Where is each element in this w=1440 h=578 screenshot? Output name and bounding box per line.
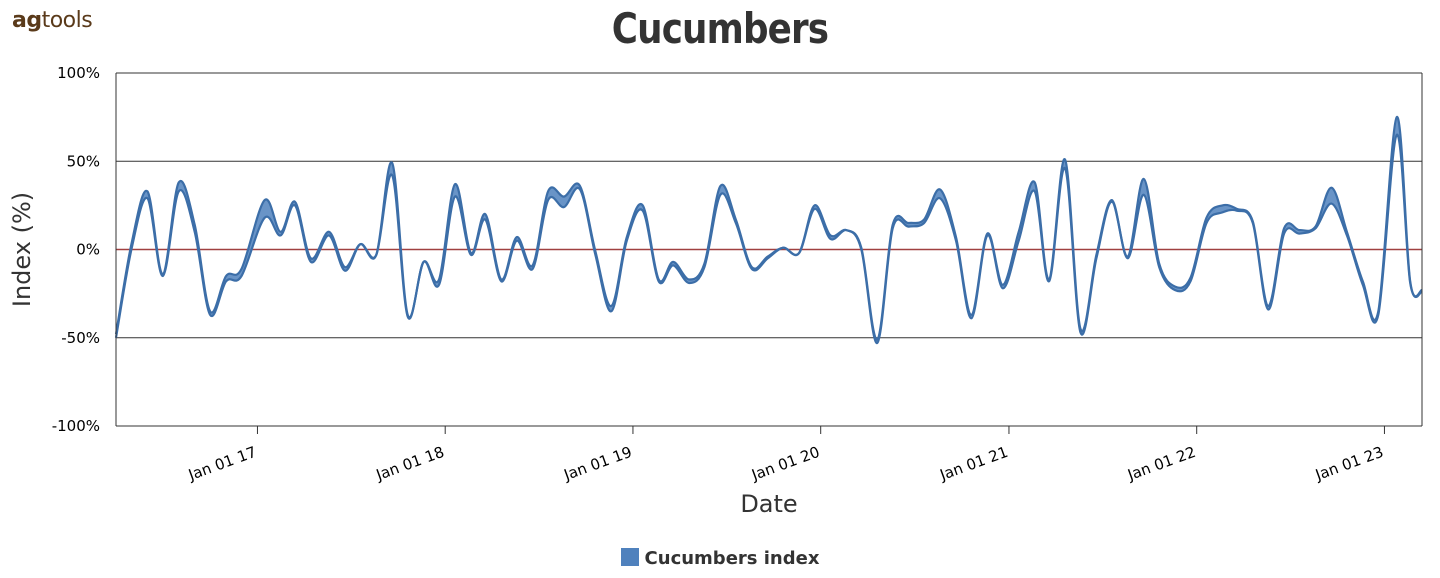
legend-swatch	[620, 548, 639, 566]
x-tick-label: Jan 01 21	[937, 443, 1011, 484]
series-lower-line	[114, 133, 1424, 345]
y-tick-label: -100%	[52, 417, 100, 435]
series-band	[116, 116, 1422, 344]
x-tick-label: Jan 01 18	[373, 443, 447, 484]
axes	[115, 73, 1423, 434]
x-tick-label: Jan 01 17	[185, 443, 259, 484]
legend[interactable]: Cucumbers index	[0, 548, 1440, 569]
tick-labels: 100% 50% 0% -50% -100% Jan 01 17 Jan 01 18 Jan …	[52, 64, 1386, 484]
y-tick-label: 0%	[76, 241, 100, 259]
y-tick-label: -50%	[61, 329, 100, 347]
grid-lines	[116, 72, 1422, 427]
y-tick-label: 50%	[67, 152, 100, 170]
x-tick-label: Jan 01 23	[1312, 443, 1386, 484]
x-tick-label: Jan 01 20	[748, 443, 822, 484]
agtools-logo[interactable]: agtools	[12, 8, 93, 33]
x-tick-label: Jan 01 22	[1124, 443, 1198, 484]
series-layer	[114, 115, 1424, 345]
chart-title: Cucumbers	[611, 4, 829, 53]
logo-prefix: ag	[12, 8, 42, 33]
y-tick-label: 100%	[57, 64, 100, 82]
legend-label: Cucumbers index	[644, 548, 820, 569]
series-upper-line	[114, 115, 1424, 341]
y-axis-title: Index (%)	[8, 192, 36, 307]
x-axis-title: Date	[740, 490, 797, 518]
x-tick-label: Jan 01 19	[561, 443, 635, 484]
logo-suffix: tools	[41, 8, 93, 33]
